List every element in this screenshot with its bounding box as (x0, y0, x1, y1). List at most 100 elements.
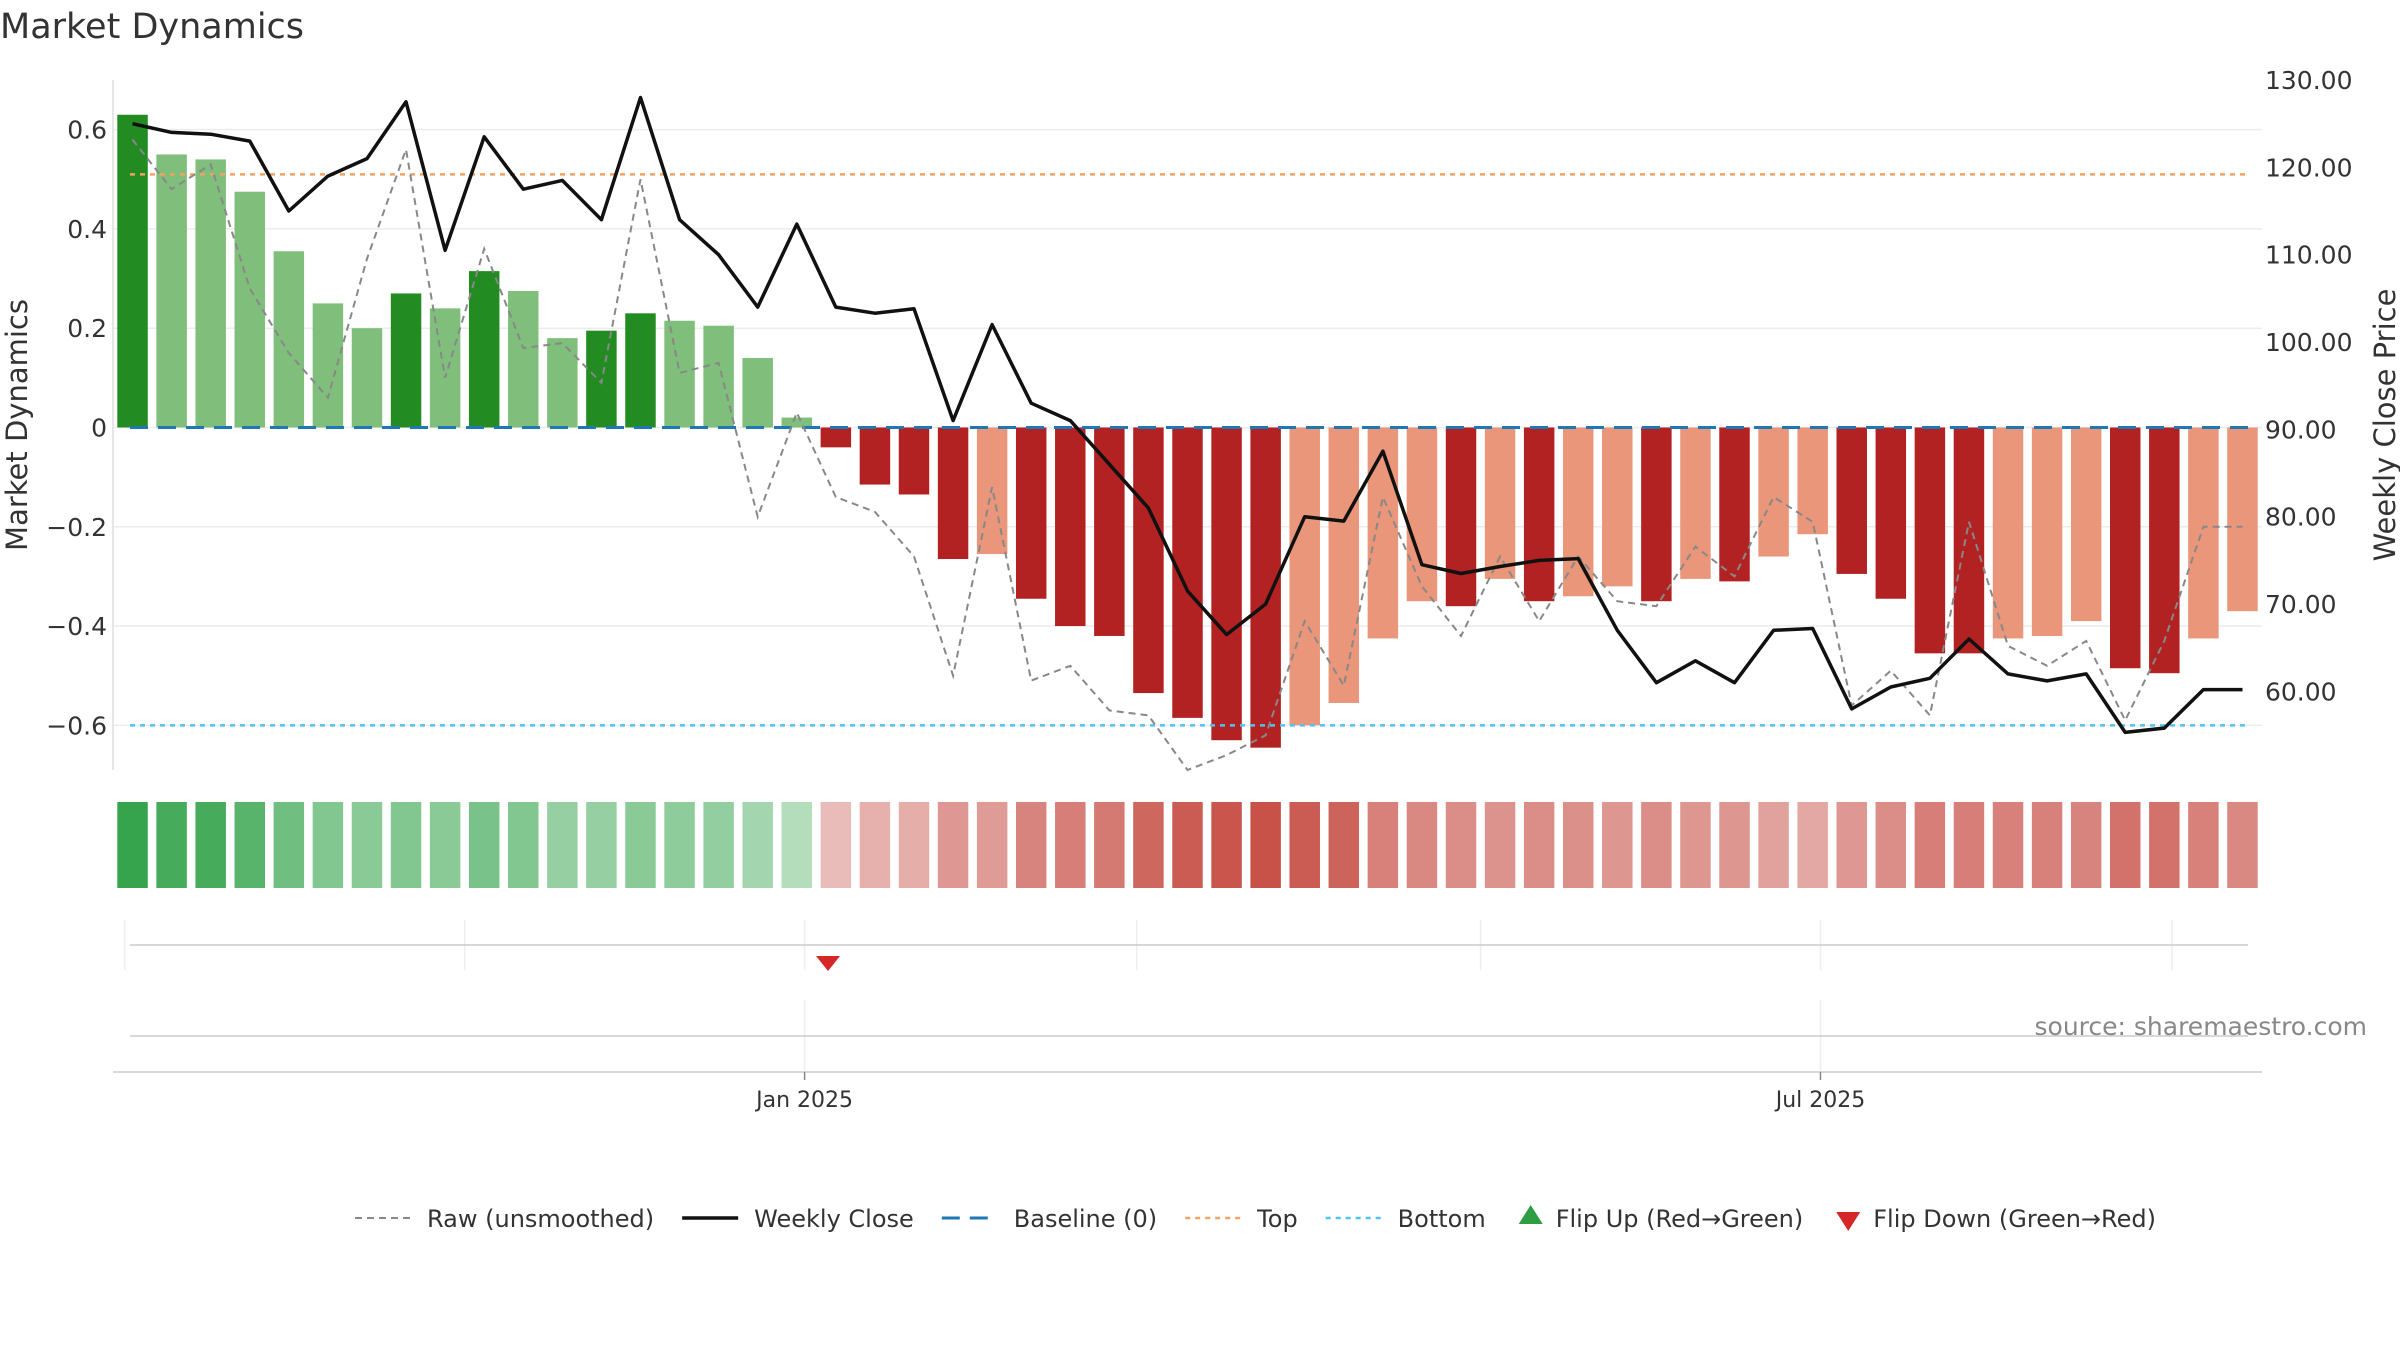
dynamics-bar (390, 293, 422, 428)
dynamics-bar (1719, 427, 1750, 582)
source-note: source: sharemaestro.com (2035, 1012, 2368, 1041)
strip-cell (1055, 802, 1086, 888)
strip-cell (2110, 802, 2141, 888)
strip-cell (625, 802, 656, 888)
left-tick-label: 0.6 (67, 116, 107, 145)
strip-cell (1875, 802, 1907, 888)
right-tick-label: 60.00 (2265, 677, 2337, 706)
legend-label: Top (1256, 1205, 1298, 1233)
strip-cell (781, 802, 813, 888)
strip-cell (351, 802, 383, 888)
dynamics-bar (2070, 427, 2102, 622)
dynamics-bar (1094, 427, 1125, 636)
left-axis-ticks: 0.6 0.4 0.2 0 −0.2 −0.4 −0.6 (46, 116, 107, 741)
dynamics-bar (820, 427, 852, 448)
dynamics-bar (468, 271, 500, 428)
dynamics-bar (1172, 427, 1203, 718)
dynamics-bar (312, 303, 344, 428)
dynamics-bar (1211, 427, 1242, 741)
strip-cell (664, 802, 695, 888)
right-tick-label: 120.00 (2265, 153, 2352, 182)
strip-cell (117, 802, 148, 888)
strip-cell (547, 802, 578, 888)
strip-cell (273, 802, 305, 888)
right-tick-label: 110.00 (2265, 241, 2352, 270)
dynamics-bar (898, 427, 930, 495)
dynamics-bar (2188, 427, 2219, 639)
legend-label: Weekly Close (754, 1205, 914, 1233)
strip-cell (1680, 802, 1711, 888)
strip-cell (1250, 802, 1281, 888)
strength-strip (117, 802, 2258, 888)
strip-cell (195, 802, 226, 888)
dynamics-bar (1328, 427, 1360, 703)
dynamics-bar (1015, 427, 1047, 599)
strip-cell (937, 802, 969, 888)
dynamics-bar (2227, 427, 2258, 612)
strip-cell (1992, 802, 2024, 888)
dynamics-bar (429, 308, 461, 428)
legend-label: Flip Down (Green→Red) (1873, 1205, 2156, 1233)
dynamics-bar (1367, 427, 1399, 639)
dynamics-bar (1953, 427, 1985, 654)
legend-swatch-flip-down (1836, 1212, 1861, 1231)
dynamics-bar (664, 320, 695, 428)
strip-cell (312, 802, 344, 888)
left-tick-label: 0.4 (67, 215, 107, 244)
flip-panel (123, 920, 2248, 971)
bottom-panel (113, 1000, 2262, 1073)
dynamics-bar (234, 191, 265, 428)
strip-cell (742, 802, 773, 888)
dynamics-bar (2031, 427, 2063, 636)
dynamics-bar (781, 417, 813, 428)
strip-cell (1836, 802, 1867, 888)
right-tick-label: 80.00 (2265, 503, 2337, 532)
strip-cell (1328, 802, 1360, 888)
dynamics-bar (1875, 427, 1907, 599)
dynamics-bar (937, 427, 969, 560)
strip-cell (1641, 802, 1672, 888)
dynamics-bar (1836, 427, 1867, 574)
strip-cell (1172, 802, 1203, 888)
strip-cell (898, 802, 930, 888)
dynamics-bar (1797, 427, 1828, 535)
dynamics-bar (2149, 427, 2180, 674)
strip-cell (1211, 802, 1242, 888)
strip-cell (429, 802, 461, 888)
left-tick-label: −0.6 (46, 711, 107, 740)
right-axis-label: Weekly Close Price (2368, 289, 2400, 562)
strip-cell (1133, 802, 1164, 888)
dynamics-bar (1562, 427, 1594, 597)
dynamics-bar (1133, 427, 1164, 694)
dynamics-bar (1289, 427, 1320, 726)
raw-unsmoothed-line (131, 138, 2243, 772)
dynamics-bar (156, 154, 187, 428)
dynamics-bar (1914, 427, 1946, 654)
dynamics-bar (1523, 427, 1555, 602)
strip-cell (2149, 802, 2180, 888)
dynamics-bar (1484, 427, 1516, 579)
left-tick-label: 0 (91, 413, 107, 442)
chart-title: Market Dynamics (0, 7, 304, 47)
dynamics-bar (1758, 427, 1789, 557)
right-axis-ticks: 130.00 120.00 110.00 100.00 90.00 80.00 70.00 6… (2265, 66, 2352, 706)
left-tick-label: −0.4 (46, 612, 107, 641)
dynamics-bar (625, 313, 656, 428)
dynamics-bar (117, 114, 148, 428)
strip-cell (859, 802, 891, 888)
dynamics-bar (1406, 427, 1438, 602)
dynamics-bar (1992, 427, 2024, 639)
reference-lines (130, 173, 2248, 727)
strip-cell (976, 802, 1008, 888)
dynamics-bar (351, 328, 383, 428)
dynamics-bar (1250, 427, 1281, 748)
right-tick-label: 130.00 (2265, 66, 2352, 95)
x-tick-label: Jan 2025 (754, 1088, 853, 1113)
right-tick-label: 70.00 (2265, 590, 2337, 619)
left-tick-label: 0.2 (67, 314, 107, 343)
strip-cell (1094, 802, 1125, 888)
strip-cell (508, 802, 539, 888)
strip-cell (2188, 802, 2219, 888)
dynamics-bar (1680, 427, 1711, 579)
